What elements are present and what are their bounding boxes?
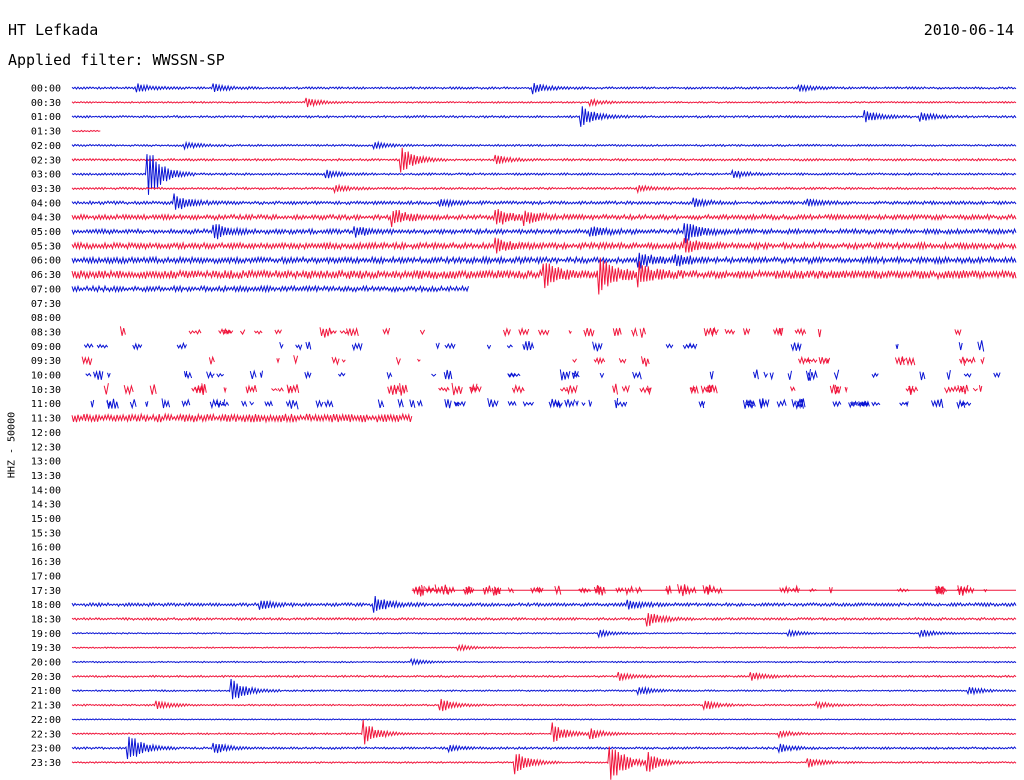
time-label: 00:30 (31, 98, 61, 109)
trace-0530 (71, 237, 1017, 254)
time-label: 20:00 (31, 658, 61, 669)
filter-label: Applied filter: WWSSN-SP (8, 51, 225, 69)
trace-2130 (71, 698, 1017, 712)
time-label: 17:00 (31, 571, 61, 582)
trace-1830 (71, 612, 1017, 627)
trace-2100 (71, 678, 1017, 700)
time-label: 11:00 (31, 399, 61, 410)
time-label: 12:30 (31, 442, 61, 453)
time-label: 19:30 (31, 643, 61, 654)
trace-0930 (81, 355, 985, 367)
trace-2200 (71, 718, 1017, 721)
trace-0130 (71, 129, 101, 133)
trace-0400 (71, 193, 1017, 210)
trace-1900 (71, 628, 1017, 639)
time-label: 10:00 (31, 371, 61, 382)
time-label: 13:00 (31, 457, 61, 468)
time-label: 05:00 (31, 227, 61, 238)
time-label: 15:00 (31, 514, 61, 525)
time-label: 03:30 (31, 184, 61, 195)
trace-1100 (90, 398, 972, 411)
trace-2230 (71, 719, 1017, 745)
trace-1030 (103, 382, 983, 396)
time-label: 02:30 (31, 155, 61, 166)
trace-0900 (83, 340, 985, 352)
trace-0830 (119, 326, 962, 338)
time-label: 01:00 (31, 112, 61, 123)
time-label: 23:00 (31, 744, 61, 755)
time-label: 08:30 (31, 327, 61, 338)
trace-0500 (71, 223, 1017, 244)
time-label: 22:30 (31, 729, 61, 740)
trace-1000 (85, 369, 1001, 381)
time-label: 09:00 (31, 342, 61, 353)
trace-0200 (71, 140, 1017, 151)
time-label: 14:30 (31, 500, 61, 511)
time-label: 10:30 (31, 385, 61, 396)
trace-0430 (71, 209, 1017, 228)
time-label: 11:30 (31, 414, 61, 425)
trace-1730 (411, 584, 1016, 597)
trace-0100 (71, 106, 1017, 127)
trace-0700 (71, 284, 469, 294)
trace-1130 (71, 412, 413, 424)
time-label: 15:30 (31, 528, 61, 539)
time-label: 12:00 (31, 428, 61, 439)
trace-0030 (71, 97, 1017, 108)
time-label: 14:00 (31, 485, 61, 496)
time-label: 20:30 (31, 672, 61, 683)
trace-1930 (71, 643, 1017, 652)
station-title: HT Lefkada (8, 21, 99, 39)
time-label: 06:00 (31, 256, 61, 267)
time-label: 22:00 (31, 715, 61, 726)
trace-1800 (71, 595, 1017, 613)
time-label: 02:00 (31, 141, 61, 152)
trace-0600 (71, 252, 1017, 269)
time-label: 07:30 (31, 299, 61, 310)
time-label: 08:00 (31, 313, 61, 324)
time-label: 21:00 (31, 686, 61, 697)
time-label: 05:30 (31, 241, 61, 252)
time-label: 07:00 (31, 284, 61, 295)
time-label: 13:30 (31, 471, 61, 482)
time-label: 03:00 (31, 170, 61, 181)
time-label: 18:30 (31, 614, 61, 625)
trace-0230 (71, 147, 1017, 173)
time-label: 18:00 (31, 600, 61, 611)
trace-2000 (71, 657, 1017, 667)
record-date: 2010-06-14 (923, 21, 1014, 39)
time-label: 04:30 (31, 213, 61, 224)
trace-2300 (71, 736, 1017, 760)
time-label: 23:30 (31, 758, 61, 769)
time-label: 16:00 (31, 543, 61, 554)
time-label: 19:00 (31, 629, 61, 640)
time-label: 06:30 (31, 270, 61, 281)
time-label: 04:00 (31, 198, 61, 209)
time-label: 17:30 (31, 586, 61, 597)
time-label: 00:00 (31, 84, 61, 95)
trace-2330 (71, 746, 1017, 780)
time-label: 21:30 (31, 701, 61, 712)
time-label: 16:30 (31, 557, 61, 568)
time-label: 01:30 (31, 127, 61, 138)
trace-0330 (71, 183, 1017, 195)
time-label: 09:30 (31, 356, 61, 367)
trace-2030 (71, 671, 1017, 682)
trace-0000 (71, 83, 1017, 95)
trace-0300 (71, 154, 1017, 195)
trace-0630 (71, 257, 1017, 295)
